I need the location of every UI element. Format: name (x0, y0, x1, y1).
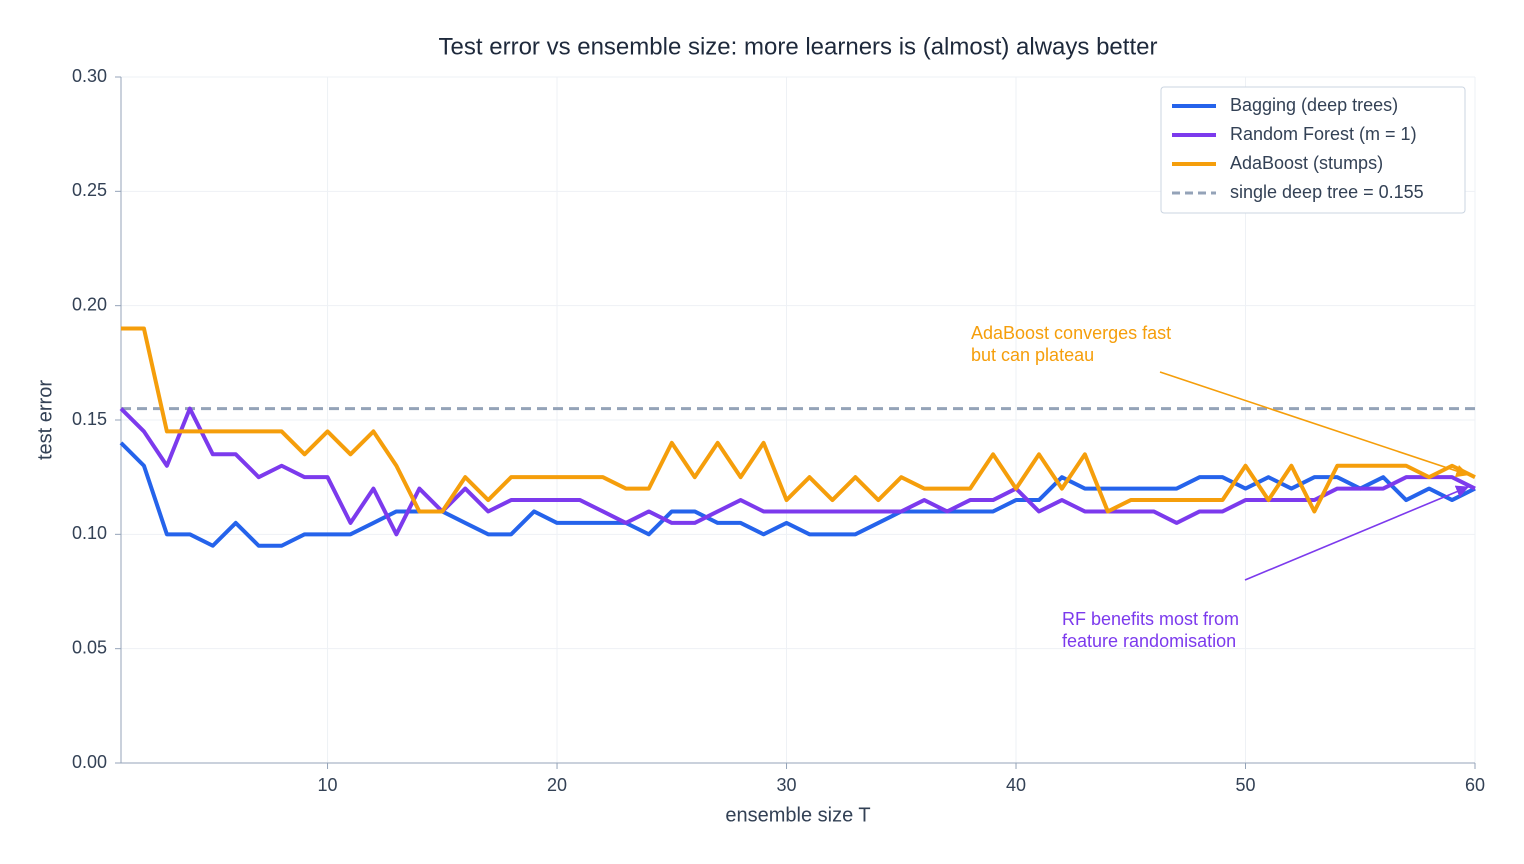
x-tick-label: 30 (777, 775, 797, 795)
series-line (121, 326, 1476, 514)
annotation-arrow (1244, 485, 1470, 581)
y-tick-label: 0.10 (72, 523, 107, 543)
legend-label: AdaBoost (stumps) (1230, 153, 1383, 173)
series-line (119, 406, 1476, 537)
x-tick-label: 60 (1465, 775, 1485, 795)
y-tick-label: 0.30 (72, 66, 107, 86)
y-tick-label: 0.15 (72, 409, 107, 429)
legend-label: Bagging (deep trees) (1230, 95, 1398, 115)
legend-box (1160, 86, 1466, 214)
y-axis-label: test error (34, 380, 56, 460)
y-tick-label: 0.20 (72, 294, 107, 314)
x-axis-label: ensemble size T (725, 804, 870, 826)
y-tick-label: 0.00 (72, 752, 107, 772)
annotation-text: AdaBoost converges fast (971, 323, 1171, 343)
legend-label: single deep tree = 0.155 (1230, 182, 1424, 202)
y-tick-label: 0.05 (72, 637, 107, 657)
series-line (119, 441, 1476, 548)
annotation-text: feature randomisation (1062, 631, 1236, 651)
annotation-arrow (1159, 371, 1470, 478)
annotation-text: but can plateau (971, 345, 1094, 365)
x-tick-label: 20 (547, 775, 567, 795)
annotation-text: RF benefits most from (1062, 609, 1239, 629)
x-tick-label: 10 (318, 775, 338, 795)
legend-label: Random Forest (m = 1) (1230, 124, 1417, 144)
x-tick-label: 50 (1235, 775, 1255, 795)
chart-title: Test error vs ensemble size: more learne… (439, 33, 1158, 60)
y-tick-label: 0.25 (72, 180, 107, 200)
x-tick-label: 40 (1006, 775, 1026, 795)
